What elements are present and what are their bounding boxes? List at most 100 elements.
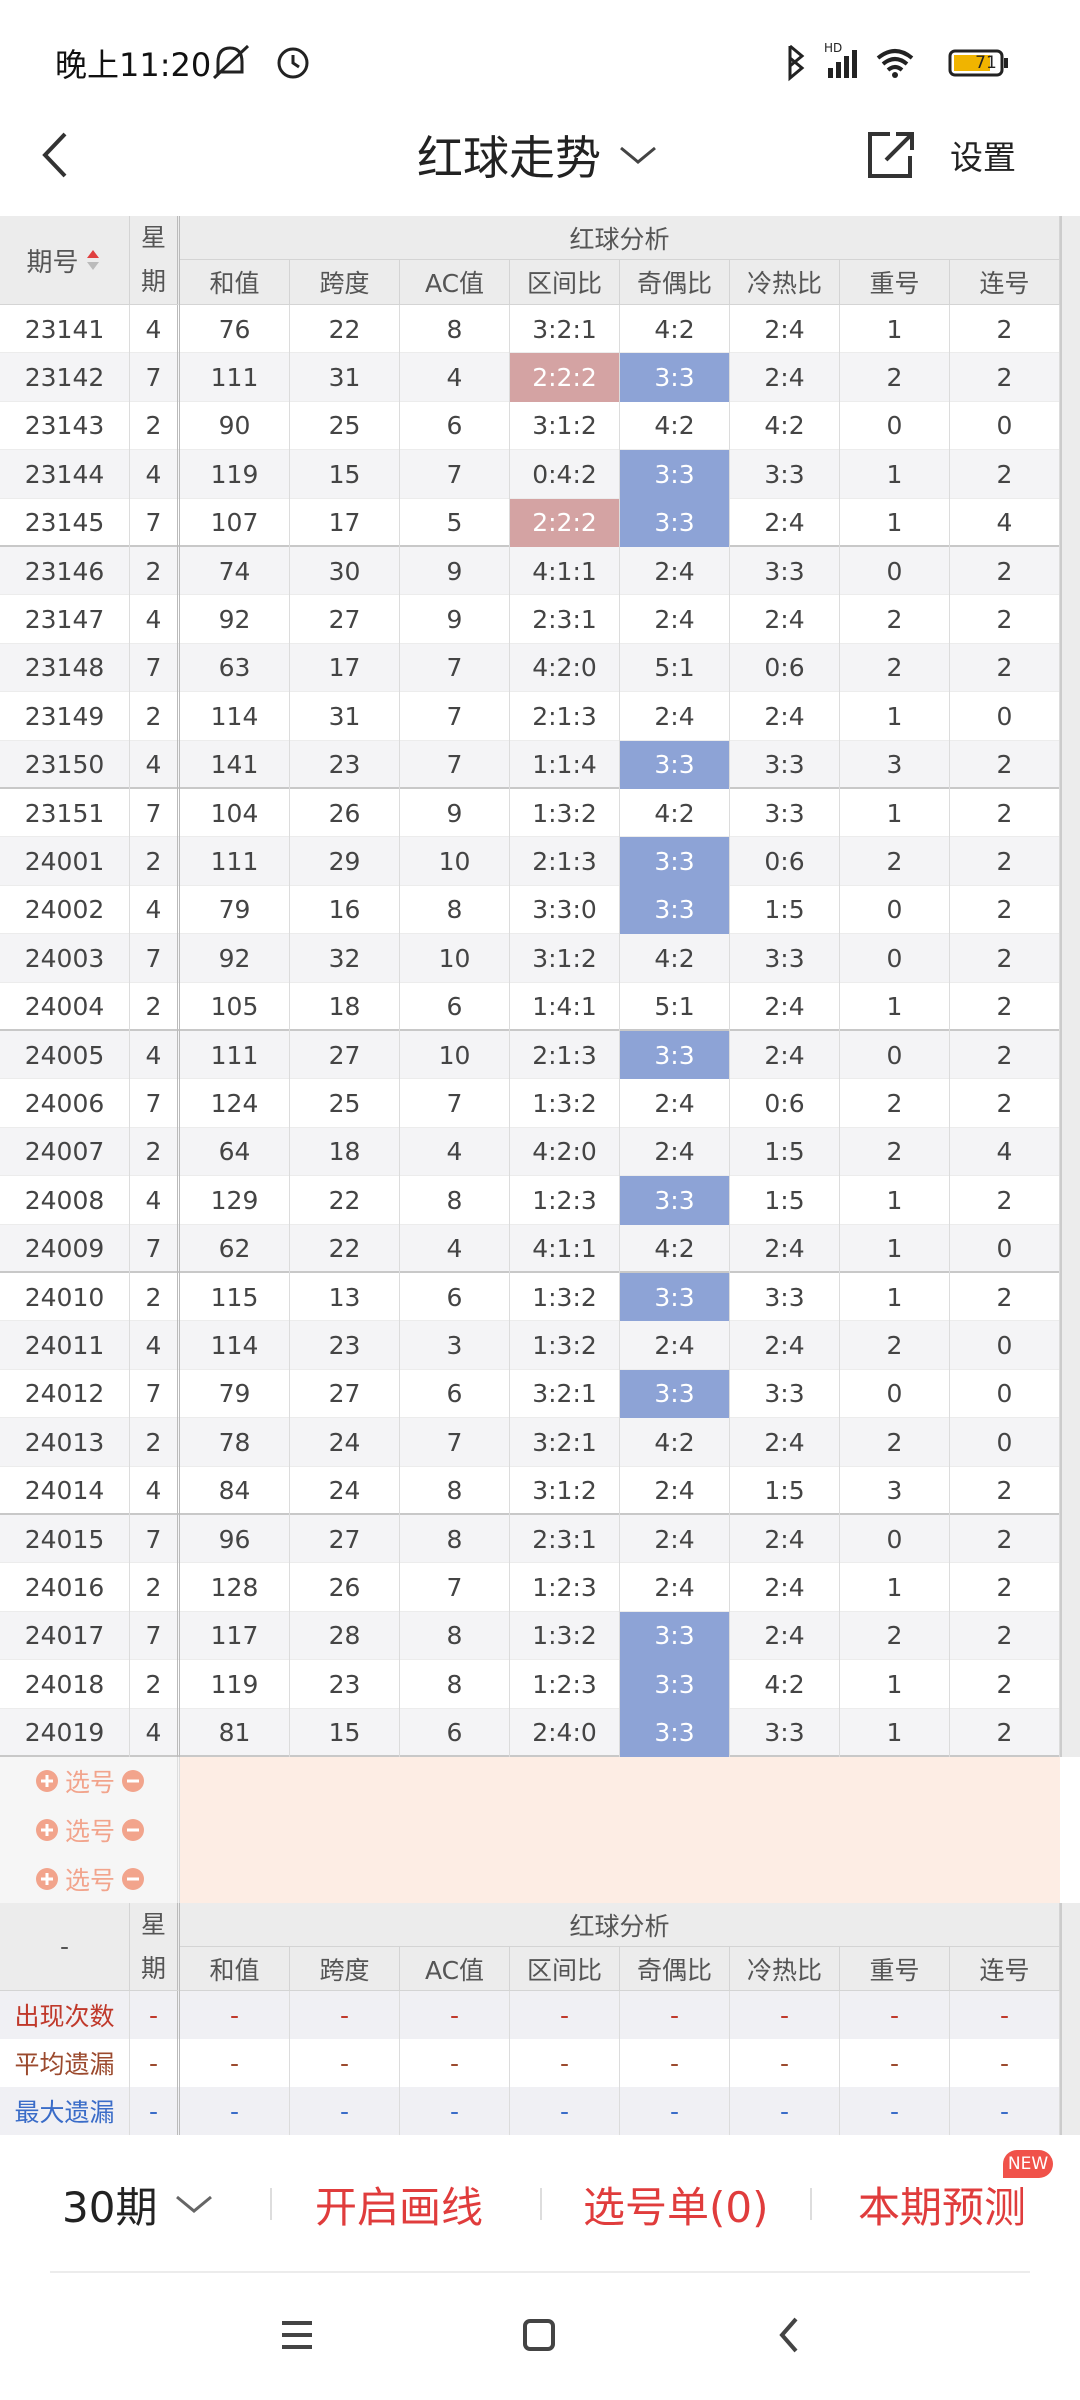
table-cell: 3 xyxy=(400,1321,510,1370)
table-cell: 4:2 xyxy=(730,1660,840,1709)
table-cell: 119 xyxy=(180,1660,290,1709)
table-cell: 2 xyxy=(840,1127,950,1177)
table-cell: 4:2 xyxy=(620,401,730,451)
table-cell: 111 xyxy=(180,1031,290,1080)
predict-button[interactable]: 本期预测 xyxy=(858,2182,1027,2232)
table-cell: 0 xyxy=(950,1321,1060,1370)
table-cell: 79 xyxy=(180,885,290,935)
row-bg xyxy=(0,837,1060,886)
table-cell: 1:5 xyxy=(730,1127,840,1177)
table-cell: 0 xyxy=(840,934,950,983)
table-cell: 1 xyxy=(840,1273,950,1322)
table-cell: 25 xyxy=(290,1079,400,1128)
table-cell: 6 xyxy=(400,982,510,1031)
share-icon[interactable] xyxy=(862,128,918,184)
table-cell: 92 xyxy=(180,595,290,644)
table-cell: 4 xyxy=(950,1127,1060,1177)
table-cell: 4 xyxy=(130,1708,180,1757)
table-cell: 4 xyxy=(130,1466,180,1515)
summary-row-bg xyxy=(0,1991,1060,2040)
table-cell: 3:2:1 xyxy=(510,1369,620,1419)
table-cell: 2 xyxy=(950,1563,1060,1612)
pick-row[interactable]: 选号 xyxy=(0,1757,180,1806)
table-cell: 8 xyxy=(400,1611,510,1661)
table-cell: 2 xyxy=(950,1273,1060,1322)
table-cell: 7 xyxy=(130,789,180,838)
summary-cell: - xyxy=(290,1991,400,2040)
table-cell: 3:3 xyxy=(620,837,730,886)
column-header: 重号 xyxy=(840,260,950,305)
table-cell: 27 xyxy=(290,1369,400,1419)
settings-button[interactable]: 设置 xyxy=(950,138,1016,177)
table-cell: 17 xyxy=(290,498,400,547)
table-cell: 119 xyxy=(180,450,290,499)
table-cell: 7 xyxy=(130,1611,180,1661)
pick-row[interactable]: 选号 xyxy=(0,1854,180,1903)
pick-text: 选号 xyxy=(64,1768,115,1798)
table-cell: 3:3 xyxy=(620,740,730,789)
table-cell: 9 xyxy=(400,547,510,596)
table-cell: 0:6 xyxy=(730,643,840,693)
table-cell: 6 xyxy=(400,401,510,451)
table-cell: 3:3 xyxy=(620,498,730,547)
draw-lines-button[interactable]: 开启画线 xyxy=(315,2182,484,2232)
column-header: 奇偶比 xyxy=(620,260,730,305)
table-cell: 2 xyxy=(950,1708,1060,1757)
table-cell: 24003 xyxy=(0,934,130,983)
table-cell: 124 xyxy=(180,1079,290,1128)
table-cell: 111 xyxy=(180,837,290,886)
table-cell: 3 xyxy=(840,1466,950,1515)
table-cell: 4:2:0 xyxy=(510,643,620,693)
table-cell: 23145 xyxy=(0,498,130,547)
table-cell: 4:2 xyxy=(620,305,730,354)
period-header: 期号 xyxy=(0,216,130,305)
table-cell: 2 xyxy=(130,1273,180,1322)
period-select[interactable]: 30期 xyxy=(62,2172,219,2236)
table-cell: 2:4 xyxy=(730,305,840,354)
footer xyxy=(0,2135,1080,2400)
pick-row[interactable]: 选号 xyxy=(0,1806,180,1855)
column-header: 冷热比 xyxy=(730,260,840,305)
table-cell: 2 xyxy=(840,837,950,886)
table-cell: 2:4 xyxy=(730,1418,840,1467)
table-cell: 2 xyxy=(130,401,180,451)
row-bg xyxy=(0,1515,1060,1564)
table-cell: 24007 xyxy=(0,1127,130,1177)
table-cell: 0 xyxy=(950,1418,1060,1467)
table-cell: 4 xyxy=(130,305,180,354)
table-cell: 74 xyxy=(180,547,290,596)
row-bg xyxy=(0,1127,1060,1177)
table-cell: 3:3 xyxy=(730,789,840,838)
table-cell: 96 xyxy=(180,1515,290,1564)
table-cell: 23 xyxy=(290,1321,400,1370)
table-cell: 81 xyxy=(180,1708,290,1757)
table-cell: 23144 xyxy=(0,450,130,499)
table-cell: 2:4 xyxy=(620,547,730,596)
table-cell: 24012 xyxy=(0,1369,130,1419)
table-cell: 0 xyxy=(840,1031,950,1080)
table-cell: 3:3 xyxy=(730,450,840,499)
table-cell: 7 xyxy=(130,643,180,693)
table-cell: 7 xyxy=(400,740,510,789)
battery-level: 71 xyxy=(975,53,997,73)
pick-list-button[interactable]: 选号单(0) xyxy=(583,2182,769,2232)
table-cell: 2 xyxy=(950,1515,1060,1564)
table-cell: 1:3:2 xyxy=(510,1611,620,1661)
row-bg xyxy=(0,1273,1060,1322)
divider xyxy=(540,2188,542,2220)
back-button[interactable] xyxy=(35,130,75,180)
table-cell: 23 xyxy=(290,740,400,789)
table-cell: 7 xyxy=(400,1563,510,1612)
table-cell: 3:3 xyxy=(620,1273,730,1322)
divider xyxy=(810,2188,812,2220)
table-cell: 2 xyxy=(130,692,180,741)
table-cell: 2:4 xyxy=(620,1321,730,1370)
table-cell: 24009 xyxy=(0,1224,130,1273)
table-cell: 7 xyxy=(400,1079,510,1128)
table-cell: 8 xyxy=(400,885,510,935)
table-cell: 24 xyxy=(290,1466,400,1515)
table-cell: 2:4 xyxy=(620,595,730,644)
page-title[interactable]: 红球走势 xyxy=(340,125,740,185)
table-cell: 2 xyxy=(130,1127,180,1177)
period-text: 30期 xyxy=(62,2182,158,2232)
